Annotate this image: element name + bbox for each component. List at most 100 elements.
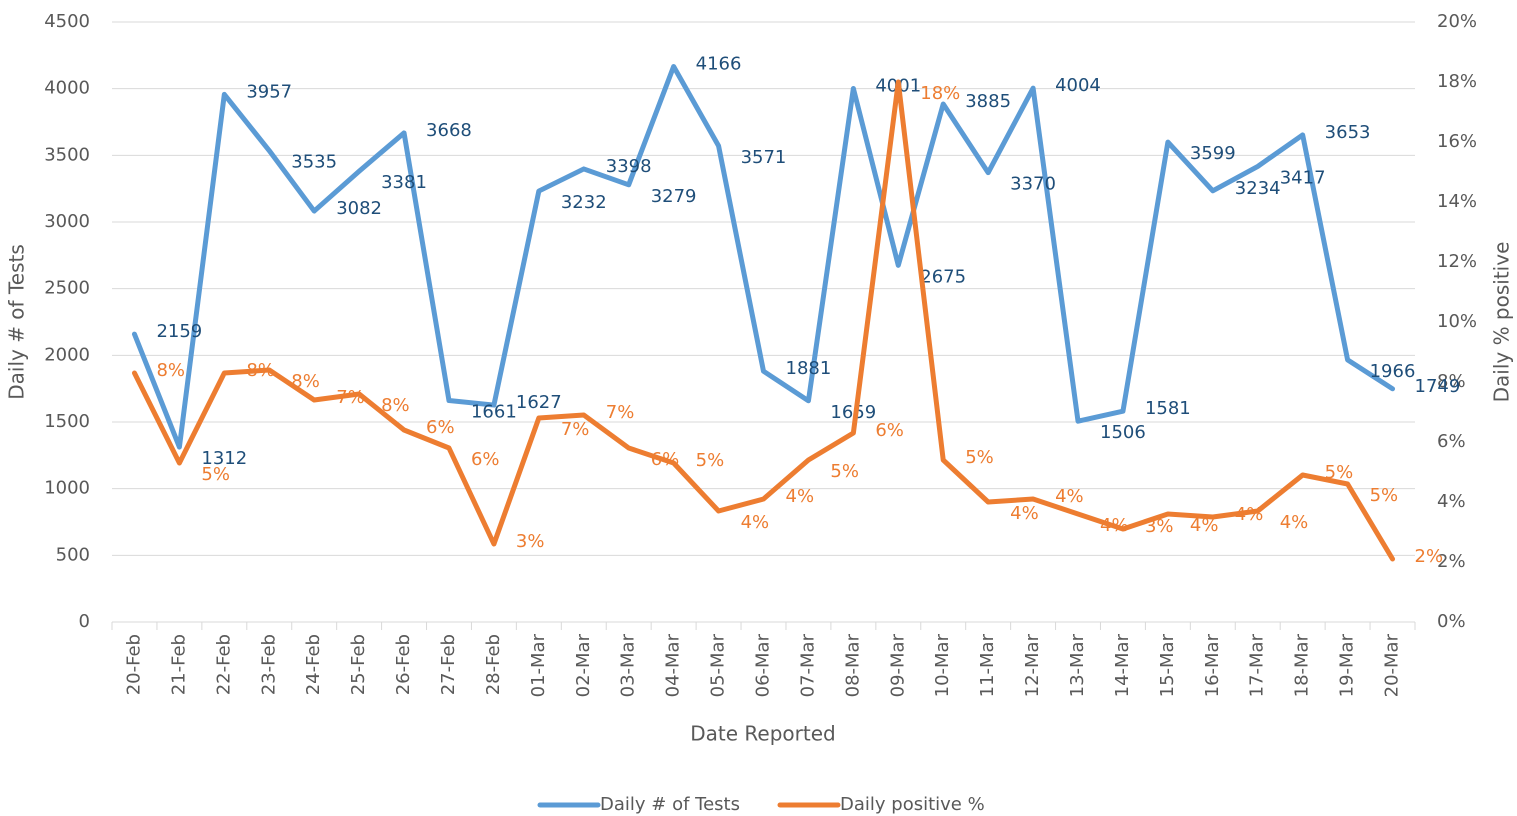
data-label: 2% <box>1415 546 1444 567</box>
x-tick-label: 02-Mar <box>573 633 594 697</box>
x-tick-label: 16-Mar <box>1202 633 1223 697</box>
data-label: 4% <box>1010 503 1039 524</box>
legend-label: Daily # of Tests <box>600 794 740 815</box>
series-line <box>131 64 1396 450</box>
x-tick-label: 19-Mar <box>1337 633 1358 697</box>
data-label: 18% <box>920 83 960 104</box>
x-tick-label: 13-Mar <box>1067 633 1088 697</box>
data-label: 3370 <box>1010 174 1056 195</box>
data-label: 5% <box>201 464 230 485</box>
data-label: 4% <box>1190 515 1219 536</box>
y-tick-label: 0 <box>79 611 90 632</box>
y2-tick-label: 16% <box>1437 131 1477 152</box>
data-label: 5% <box>1325 462 1354 483</box>
x-tick-label: 12-Mar <box>1022 633 1043 697</box>
x-tick-label: 01-Mar <box>528 633 549 697</box>
data-label: 3279 <box>651 186 697 207</box>
data-label: 4166 <box>696 54 742 75</box>
x-tick-label: 17-Mar <box>1247 633 1268 697</box>
data-label: 8% <box>291 371 320 392</box>
x-tick-label: 06-Mar <box>753 633 774 697</box>
y-tick-label: 3500 <box>44 144 90 165</box>
data-label: 3653 <box>1325 122 1371 143</box>
data-label: 4% <box>1235 504 1264 525</box>
data-label: 3885 <box>965 91 1011 112</box>
data-label: 3417 <box>1280 167 1326 188</box>
y2-axis-title: Daily % positive <box>1490 242 1514 403</box>
data-label: 1661 <box>471 402 517 423</box>
x-tick-label: 20-Mar <box>1382 633 1403 697</box>
x-tick-label: 20-Feb <box>123 634 144 695</box>
data-label: 6% <box>875 420 904 441</box>
y2-tick-label: 10% <box>1437 311 1477 332</box>
data-label: 3381 <box>381 172 427 193</box>
x-tick-label: 23-Feb <box>258 634 279 695</box>
x-tick-label: 03-Mar <box>618 633 639 697</box>
x-tick-label: 24-Feb <box>303 634 324 695</box>
data-label: 5% <box>830 461 859 482</box>
x-tick-label: 25-Feb <box>348 634 369 695</box>
data-label: 6% <box>651 449 680 470</box>
data-label: 5% <box>965 447 994 468</box>
data-label: 3% <box>1145 516 1174 537</box>
data-label: 1627 <box>516 392 562 413</box>
x-tick-label: 08-Mar <box>842 633 863 697</box>
data-label: 8% <box>246 360 275 381</box>
x-tick-label: 04-Mar <box>663 633 684 697</box>
x-tick-label: 11-Mar <box>977 633 998 697</box>
data-label: 7% <box>561 419 590 440</box>
data-label: 3398 <box>606 156 652 177</box>
y2-tick-label: 14% <box>1437 191 1477 212</box>
y-tick-label: 3000 <box>44 211 90 232</box>
x-tick-label: 27-Feb <box>438 634 459 695</box>
data-label: 3082 <box>336 198 382 219</box>
x-tick-label: 22-Feb <box>213 634 234 695</box>
data-label: 8% <box>381 395 410 416</box>
data-label: 1966 <box>1370 361 1416 382</box>
x-tick-label: 10-Mar <box>932 633 953 697</box>
data-label: 5% <box>1370 485 1399 506</box>
y-tick-label: 4000 <box>44 78 90 99</box>
y-tick-label: 500 <box>56 544 90 565</box>
data-label: 5% <box>696 450 725 471</box>
x-tick-label: 07-Mar <box>797 633 818 697</box>
data-label: 3535 <box>291 152 337 173</box>
y-tick-label: 1500 <box>44 411 90 432</box>
data-label: 3234 <box>1235 178 1281 199</box>
y2-tick-label: 2% <box>1437 551 1466 572</box>
legend-label: Daily positive % <box>840 794 985 815</box>
series-line <box>131 79 1396 562</box>
data-label: 3599 <box>1190 143 1236 164</box>
data-label: 4% <box>1055 486 1084 507</box>
x-tick-label: 09-Mar <box>887 633 908 697</box>
data-label: 3% <box>516 531 545 552</box>
y-tick-label: 2500 <box>44 278 90 299</box>
data-label: 4% <box>786 486 815 507</box>
y2-tick-label: 0% <box>1437 611 1466 632</box>
x-tick-label: 26-Feb <box>393 634 414 695</box>
x-tick-label: 14-Mar <box>1112 633 1133 697</box>
data-label: 2675 <box>920 266 966 287</box>
data-label: 1312 <box>201 448 247 469</box>
data-label: 6% <box>471 449 500 470</box>
x-tick-label: 15-Mar <box>1157 633 1178 697</box>
data-label: 7% <box>606 402 635 423</box>
x-tick-label: 18-Mar <box>1292 633 1313 697</box>
y2-tick-label: 18% <box>1437 71 1477 92</box>
data-label: 8% <box>156 360 185 381</box>
x-axis-title: Date Reported <box>690 722 835 746</box>
y-axis-title: Daily # of Tests <box>5 244 29 400</box>
data-label: 1881 <box>786 358 832 379</box>
y2-tick-label: 8% <box>1437 371 1466 392</box>
data-label: 6% <box>426 417 455 438</box>
data-label: 4% <box>1280 512 1309 533</box>
data-label: 2159 <box>156 321 202 342</box>
y-tick-label: 2000 <box>44 344 90 365</box>
y-tick-label: 4500 <box>44 11 90 32</box>
y2-tick-label: 6% <box>1437 431 1466 452</box>
data-label: 1581 <box>1145 398 1191 419</box>
data-label: 1659 <box>830 402 876 423</box>
data-label: 4004 <box>1055 75 1101 96</box>
